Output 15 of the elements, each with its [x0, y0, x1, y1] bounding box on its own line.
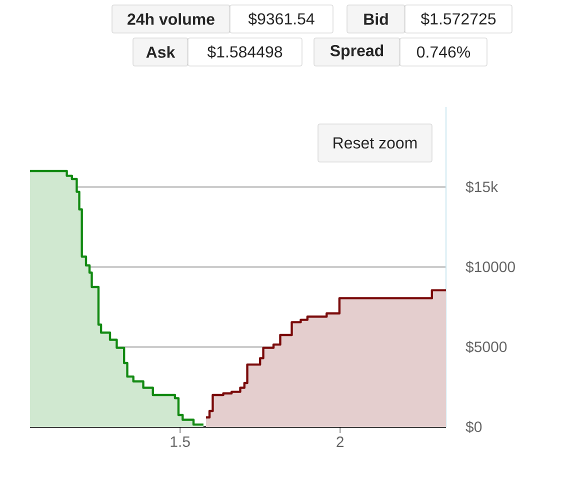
text: 0.746% — [416, 46, 470, 58]
y-tick-label: $10000 — [466, 260, 515, 274]
text: $1.572725 — [420, 12, 496, 26]
y-tick-label: $0 — [466, 420, 482, 434]
text: $1.584498 — [207, 46, 282, 58]
text: Spread — [330, 44, 384, 60]
text: Bid — [364, 13, 388, 25]
text: 24h volume — [128, 13, 214, 25]
text: $9361.54 — [248, 12, 314, 26]
text: Ask — [146, 46, 176, 58]
annotation: Reset zoom — [334, 137, 417, 149]
x-tick-label: 1.5 — [170, 436, 190, 447]
y-tick-label: $5000 — [466, 340, 507, 354]
y-tick-label: $15k — [466, 180, 498, 194]
x-tick-label: 2 — [336, 436, 344, 447]
